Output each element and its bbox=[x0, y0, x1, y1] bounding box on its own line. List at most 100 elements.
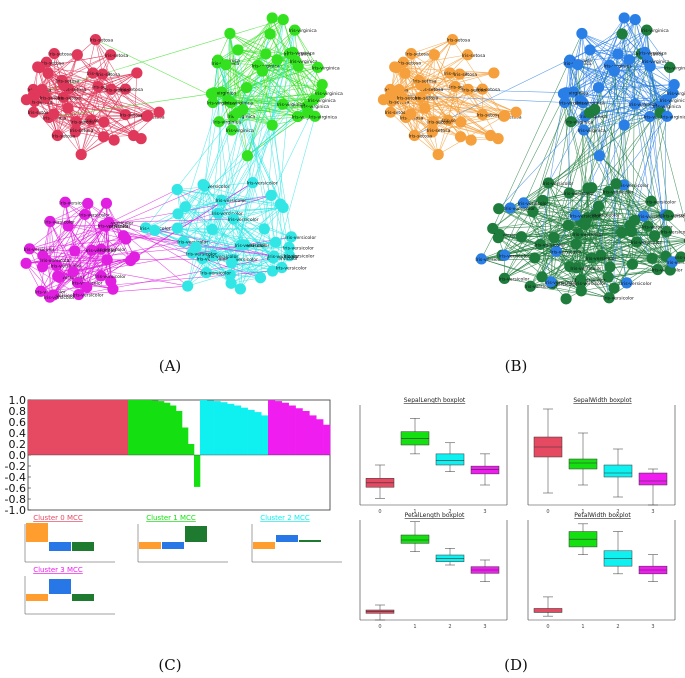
network-edge bbox=[607, 59, 630, 278]
boxplot-title: PetalLength boxplot bbox=[405, 512, 465, 519]
node-label: Iris-virginica bbox=[225, 101, 253, 107]
network-edge bbox=[600, 53, 619, 256]
network-node bbox=[226, 257, 238, 269]
node-label: Iris-virginica bbox=[577, 101, 605, 107]
network-edge bbox=[532, 49, 591, 212]
network-node bbox=[277, 13, 289, 26]
network-node bbox=[225, 97, 237, 109]
network-node bbox=[20, 257, 32, 269]
network-edge bbox=[217, 62, 273, 126]
node-label: Iris-setosa bbox=[120, 113, 144, 119]
silhouette-bar bbox=[302, 411, 310, 455]
network-node bbox=[413, 74, 425, 86]
network-edge bbox=[86, 250, 93, 288]
node-label: Iris-virginica bbox=[252, 63, 280, 69]
network-node bbox=[631, 236, 643, 248]
network-edge bbox=[206, 270, 273, 273]
network-edge bbox=[617, 53, 661, 114]
node-label: Iris-virginica bbox=[315, 91, 343, 97]
node-label: Iris-setosa bbox=[415, 95, 439, 101]
network-node bbox=[97, 131, 110, 143]
network-edge bbox=[221, 67, 318, 93]
node-label: Iris-setosa bbox=[449, 85, 473, 91]
network-edge bbox=[191, 67, 318, 254]
network-edge bbox=[587, 71, 615, 189]
network-node bbox=[260, 48, 272, 60]
network-node bbox=[72, 277, 84, 289]
network-node bbox=[575, 277, 587, 289]
node-label: Iris-versicolor bbox=[534, 242, 565, 248]
network-edge bbox=[29, 203, 88, 250]
node-label: Iris-versicolor bbox=[284, 254, 315, 260]
network-node bbox=[462, 83, 474, 95]
y-tick-label: -0.2 bbox=[5, 460, 26, 473]
network-node bbox=[309, 110, 321, 122]
boxplot-title: SepalWidth boxplot bbox=[573, 397, 632, 404]
network-node bbox=[101, 254, 113, 266]
node-label: Iris-versicolor bbox=[545, 280, 576, 286]
mcc-bar bbox=[139, 542, 161, 549]
network-edge bbox=[563, 93, 632, 232]
mcc-bar bbox=[253, 542, 275, 549]
network-edge bbox=[90, 72, 138, 121]
node-label: Iris-setosa bbox=[58, 95, 82, 101]
y-tick-label: 0.6 bbox=[9, 416, 27, 429]
network-node bbox=[637, 210, 650, 222]
network-node bbox=[405, 108, 417, 120]
network-node bbox=[73, 288, 85, 301]
network-edge bbox=[532, 187, 589, 212]
network-edge bbox=[504, 187, 589, 256]
network-node bbox=[572, 228, 584, 240]
network-edge bbox=[598, 206, 622, 233]
network-node bbox=[442, 114, 454, 126]
network-node bbox=[618, 12, 630, 24]
node-label: Iris-virginica bbox=[604, 63, 632, 69]
boxplot-x-tick: 2 bbox=[616, 509, 619, 515]
network-edge bbox=[437, 119, 449, 155]
mcc-bar bbox=[299, 540, 321, 542]
network-node bbox=[186, 247, 198, 259]
network-edge bbox=[233, 218, 275, 257]
network-node bbox=[585, 252, 598, 264]
node-label: Iris-setosa bbox=[70, 120, 94, 126]
panel-label-d: (D) bbox=[504, 656, 528, 674]
network-edge bbox=[510, 116, 650, 209]
network-edge bbox=[420, 54, 468, 86]
network-edge bbox=[125, 88, 160, 113]
node-label: Iris-versicolor bbox=[675, 255, 685, 261]
network-edge bbox=[187, 33, 271, 287]
network-node bbox=[277, 98, 289, 110]
network-node bbox=[534, 238, 546, 251]
network-edge bbox=[403, 62, 462, 123]
network-node bbox=[69, 245, 81, 257]
network-edge bbox=[56, 241, 184, 266]
node-label: Iris-versicolor bbox=[575, 278, 606, 284]
boxplot-box bbox=[638, 472, 668, 486]
network-node bbox=[39, 91, 52, 104]
network-node bbox=[120, 233, 132, 245]
network-node bbox=[545, 276, 557, 288]
mcc-bar bbox=[26, 594, 48, 601]
network-node bbox=[557, 88, 570, 100]
network-edge bbox=[540, 93, 564, 245]
node-label: Iris-versicolor bbox=[40, 258, 71, 264]
network-edge bbox=[177, 213, 261, 278]
node-label: Iris-setosa bbox=[409, 133, 433, 139]
network-node bbox=[518, 197, 530, 209]
node-label: Iris-versicolor bbox=[238, 243, 269, 249]
network-edge bbox=[25, 263, 79, 295]
network-edge bbox=[229, 33, 238, 113]
network-edge bbox=[47, 73, 104, 137]
node-label: Iris-setosa bbox=[97, 72, 121, 78]
silhouette-bar bbox=[182, 427, 189, 455]
network-edge bbox=[598, 205, 669, 216]
network-node bbox=[131, 67, 143, 79]
node-label: Iris-versicolor bbox=[504, 206, 535, 212]
boxplot-title: SepalLength boxplot bbox=[404, 397, 466, 404]
network-node bbox=[576, 27, 588, 40]
network-edge bbox=[177, 103, 284, 229]
network-edge bbox=[577, 64, 666, 101]
network-node bbox=[499, 110, 511, 122]
network-node bbox=[405, 47, 417, 60]
node-label: Iris-virginica bbox=[660, 98, 685, 104]
